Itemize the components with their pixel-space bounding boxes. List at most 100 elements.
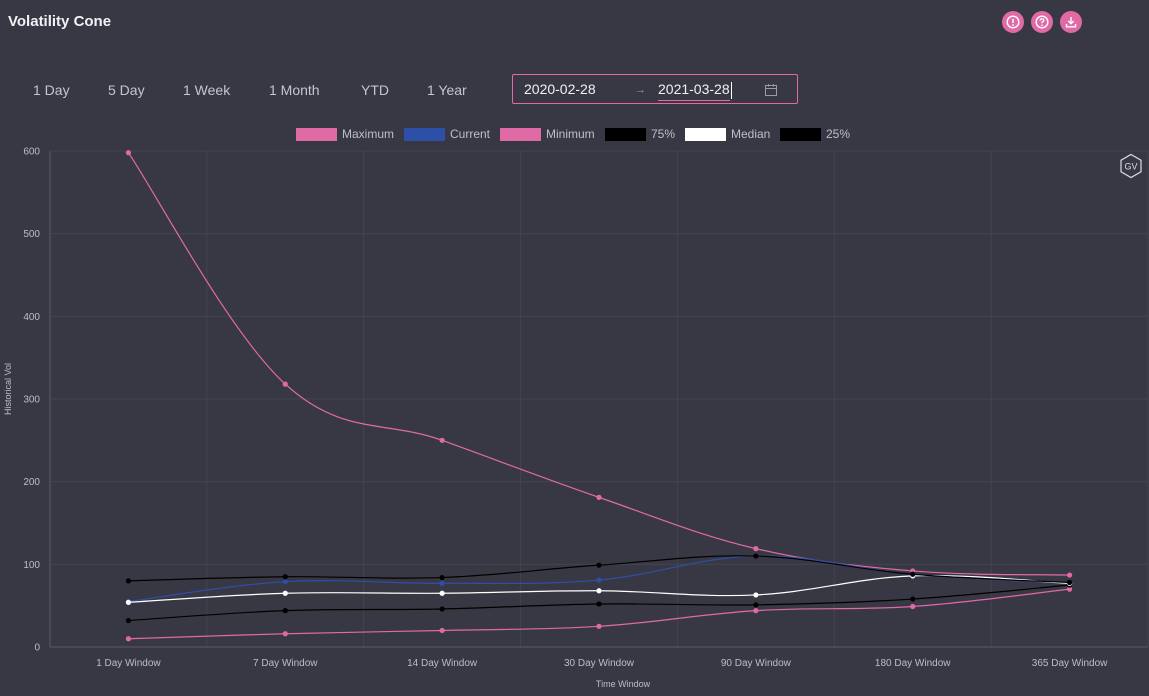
data-point-current [1066,580,1073,586]
legend-swatch [605,127,646,141]
data-point-current [282,579,288,585]
data-point-minimum [753,608,759,614]
data-point-current [596,577,602,583]
y-tick-label: 600 [23,147,40,158]
series-line-75pct [128,555,1070,584]
help-icon [1035,15,1049,29]
data-point-75pct [910,571,916,577]
data-point-current [125,598,132,605]
legend-item-25pct[interactable]: 25% [780,127,850,141]
legend-label: Maximum [342,127,395,141]
data-point-minimum [282,631,288,637]
data-point-25pct [753,602,759,608]
x-tick-label: 30 Day Window [564,658,635,669]
data-point-25pct [910,596,916,602]
data-point-25pct [1066,582,1073,588]
data-point-75pct [125,578,132,584]
watermark-text: GV [1124,162,1137,172]
y-tick-label: 200 [23,477,40,488]
legend-label: 25% [826,127,851,141]
data-point-current [910,571,916,577]
data-point-25pct [596,601,602,607]
data-point-maximum [125,150,132,156]
data-point-maximum [910,568,916,574]
y-tick-label: 400 [23,312,40,323]
range-button-1-week[interactable]: 1 Week [183,82,231,98]
data-point-25pct [125,617,132,624]
y-tick-label: 0 [34,643,40,654]
data-point-maximum [439,437,445,443]
data-point-maximum [1066,572,1073,578]
data-point-minimum [1066,586,1073,592]
data-point-25pct [282,608,288,614]
data-point-75pct [282,574,288,580]
series-line-maximum [127,152,1070,576]
range-button-1-day[interactable]: 1 Day [33,82,70,98]
legend-label: 75% [651,127,676,141]
range-button-1-month[interactable]: 1 Month [269,82,320,98]
data-point-minimum [439,627,445,634]
x-tick-label: 365 Day Window [1032,658,1108,669]
legend-item-75pct[interactable]: 75% [605,127,675,141]
data-point-maximum [753,546,759,552]
legend-item-minimum[interactable]: Minimum [500,127,595,141]
range-button-1-year[interactable]: 1 Year [427,82,467,98]
data-point-75pct [753,553,759,559]
legend-swatch [685,127,726,141]
legend-label: Current [450,127,491,141]
data-point-median [1066,580,1073,586]
data-point-median [910,573,916,579]
help-button[interactable] [1031,11,1053,33]
y-tick-label: 500 [23,229,40,240]
download-button[interactable] [1060,11,1082,33]
x-tick-label: 1 Day Window [96,658,161,669]
data-point-minimum [596,623,602,629]
legend-label: Median [731,127,771,141]
data-point-75pct [596,562,602,568]
start-date-input[interactable]: 2020-02-28 [524,81,596,97]
page-title: Volatility Cone [8,13,112,30]
legend-item-current[interactable]: Current [404,127,490,141]
legend-swatch [404,127,445,141]
text-cursor [731,82,732,99]
data-point-median [439,590,445,596]
y-axis-title: Historical Vol [3,363,13,415]
data-point-75pct [1066,579,1073,586]
data-point-current [439,580,445,586]
data-point-maximum [596,494,602,500]
x-tick-label: 7 Day Window [253,658,318,669]
end-date-input[interactable]: 2021-03-28 [658,81,730,101]
date-range-picker[interactable]: 2020-02-28 → 2021-03-28 [512,74,798,104]
legend-swatch [296,127,337,141]
download-icon [1065,17,1077,28]
range-button-ytd[interactable]: YTD [361,82,389,98]
info-icon [1006,15,1020,29]
x-tick-label: 14 Day Window [407,658,478,669]
legend-label: Minimum [546,127,595,141]
legend-item-maximum[interactable]: Maximum [296,127,394,141]
data-point-minimum [125,636,132,642]
calendar-icon[interactable] [764,83,778,97]
y-tick-label: 300 [23,395,40,406]
data-point-maximum [282,381,288,387]
data-point-current [753,553,759,559]
series-line-median [128,575,1070,603]
legend-swatch [500,127,541,141]
y-tick-label: 100 [23,560,40,571]
data-point-75pct [439,574,445,581]
gv-badge-icon: GV [1120,153,1142,179]
date-separator: → [635,84,646,96]
series-line-current [128,555,1070,603]
legend-item-median[interactable]: Median [685,127,770,141]
data-point-median [596,588,602,594]
data-point-median [753,592,759,598]
x-tick-label: 180 Day Window [875,658,951,669]
x-axis-title: Time Window [596,679,651,689]
data-point-minimum [910,603,916,610]
data-point-median [125,599,132,605]
range-button-5-day[interactable]: 5 Day [108,82,145,98]
data-point-25pct [439,606,445,612]
series-line-25pct [128,584,1070,622]
info-button[interactable] [1002,11,1024,33]
